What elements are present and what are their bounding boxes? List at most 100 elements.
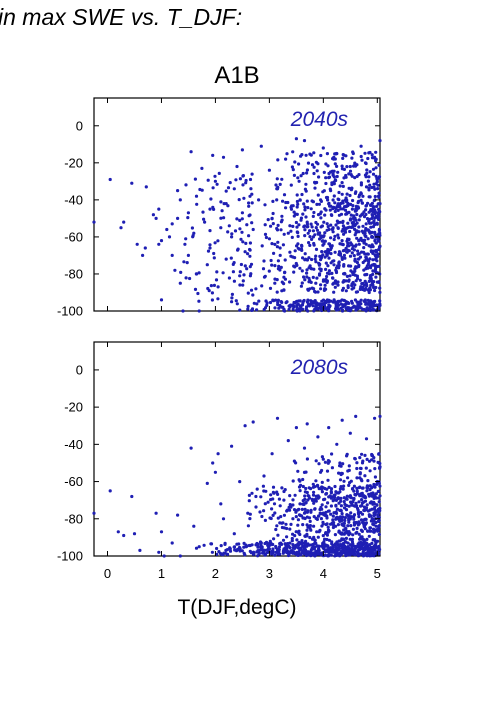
data-point	[271, 211, 275, 216]
data-point	[368, 257, 372, 261]
data-point	[214, 278, 219, 282]
data-point	[130, 181, 134, 185]
data-point	[359, 198, 363, 202]
data-point	[347, 516, 351, 520]
data-point	[276, 240, 280, 244]
data-point	[288, 508, 292, 512]
data-point	[234, 299, 238, 303]
data-point	[283, 258, 287, 262]
data-point	[295, 538, 299, 542]
data-point	[362, 500, 366, 504]
data-point	[328, 208, 332, 212]
data-point	[116, 530, 120, 534]
data-point	[303, 550, 307, 554]
data-point	[274, 527, 278, 532]
data-point	[303, 494, 307, 498]
data-point	[241, 174, 245, 178]
data-point	[344, 154, 348, 158]
data-point	[318, 254, 322, 258]
data-point	[375, 482, 379, 486]
data-point	[227, 276, 231, 280]
data-point	[303, 208, 307, 212]
data-point	[338, 252, 343, 256]
data-point	[367, 186, 371, 190]
data-point	[324, 300, 329, 304]
data-point	[300, 281, 304, 285]
data-point	[296, 523, 300, 527]
data-point	[247, 493, 251, 497]
data-point	[355, 466, 359, 471]
data-point	[373, 485, 377, 489]
data-point	[212, 283, 216, 287]
data-point	[299, 483, 303, 487]
data-point	[333, 300, 337, 304]
data-point	[219, 502, 223, 506]
data-point	[370, 458, 374, 462]
data-point	[211, 186, 215, 190]
data-point	[335, 507, 339, 511]
data-point	[371, 527, 376, 531]
data-point	[374, 254, 378, 258]
data-point	[323, 460, 327, 464]
data-point	[347, 504, 351, 508]
data-point	[276, 158, 280, 162]
data-point	[255, 302, 259, 306]
data-point	[303, 205, 307, 209]
data-point	[354, 218, 358, 222]
data-point	[271, 485, 276, 489]
data-point	[326, 264, 330, 268]
data-point	[372, 219, 376, 223]
data-point	[334, 223, 338, 227]
data-point	[286, 231, 290, 235]
data-point	[247, 499, 251, 503]
data-point	[366, 479, 370, 483]
data-point	[365, 537, 369, 542]
data-point	[190, 226, 194, 230]
data-point	[291, 517, 295, 521]
data-point	[326, 225, 330, 229]
data-point	[184, 183, 188, 187]
data-point	[307, 256, 311, 260]
data-point	[371, 272, 375, 276]
data-point	[365, 503, 369, 507]
data-point	[232, 532, 236, 536]
data-point	[305, 271, 309, 275]
data-point	[325, 469, 330, 473]
data-point	[300, 542, 304, 546]
data-point	[358, 471, 362, 475]
data-point	[183, 242, 187, 246]
data-point	[235, 164, 239, 169]
data-point	[208, 207, 212, 211]
data-point	[340, 164, 344, 168]
data-point	[221, 271, 225, 275]
data-point	[278, 246, 282, 250]
data-point	[333, 162, 337, 166]
data-point	[318, 267, 322, 271]
panel-2040s: 0 -20 -40 -60 -80 -100 2040s	[57, 97, 382, 319]
data-point	[343, 208, 348, 212]
data-point	[315, 276, 319, 280]
data-point	[374, 492, 378, 496]
data-point	[250, 491, 254, 495]
data-point	[242, 551, 246, 556]
data-point	[264, 540, 269, 544]
data-point	[371, 522, 375, 526]
data-point	[315, 169, 319, 173]
data-point	[246, 291, 250, 295]
data-point	[185, 261, 189, 265]
data-point	[247, 201, 251, 205]
data-point	[357, 218, 361, 222]
data-point	[194, 272, 198, 276]
data-point	[294, 261, 298, 266]
data-point	[333, 250, 337, 254]
data-point	[374, 241, 378, 245]
data-point	[374, 257, 378, 261]
data-point	[353, 233, 357, 237]
data-point	[239, 262, 243, 267]
data-point	[295, 205, 299, 209]
data-point	[210, 550, 214, 554]
data-point	[272, 537, 276, 541]
data-point	[321, 545, 326, 550]
data-point	[241, 279, 245, 283]
data-point	[302, 202, 306, 206]
